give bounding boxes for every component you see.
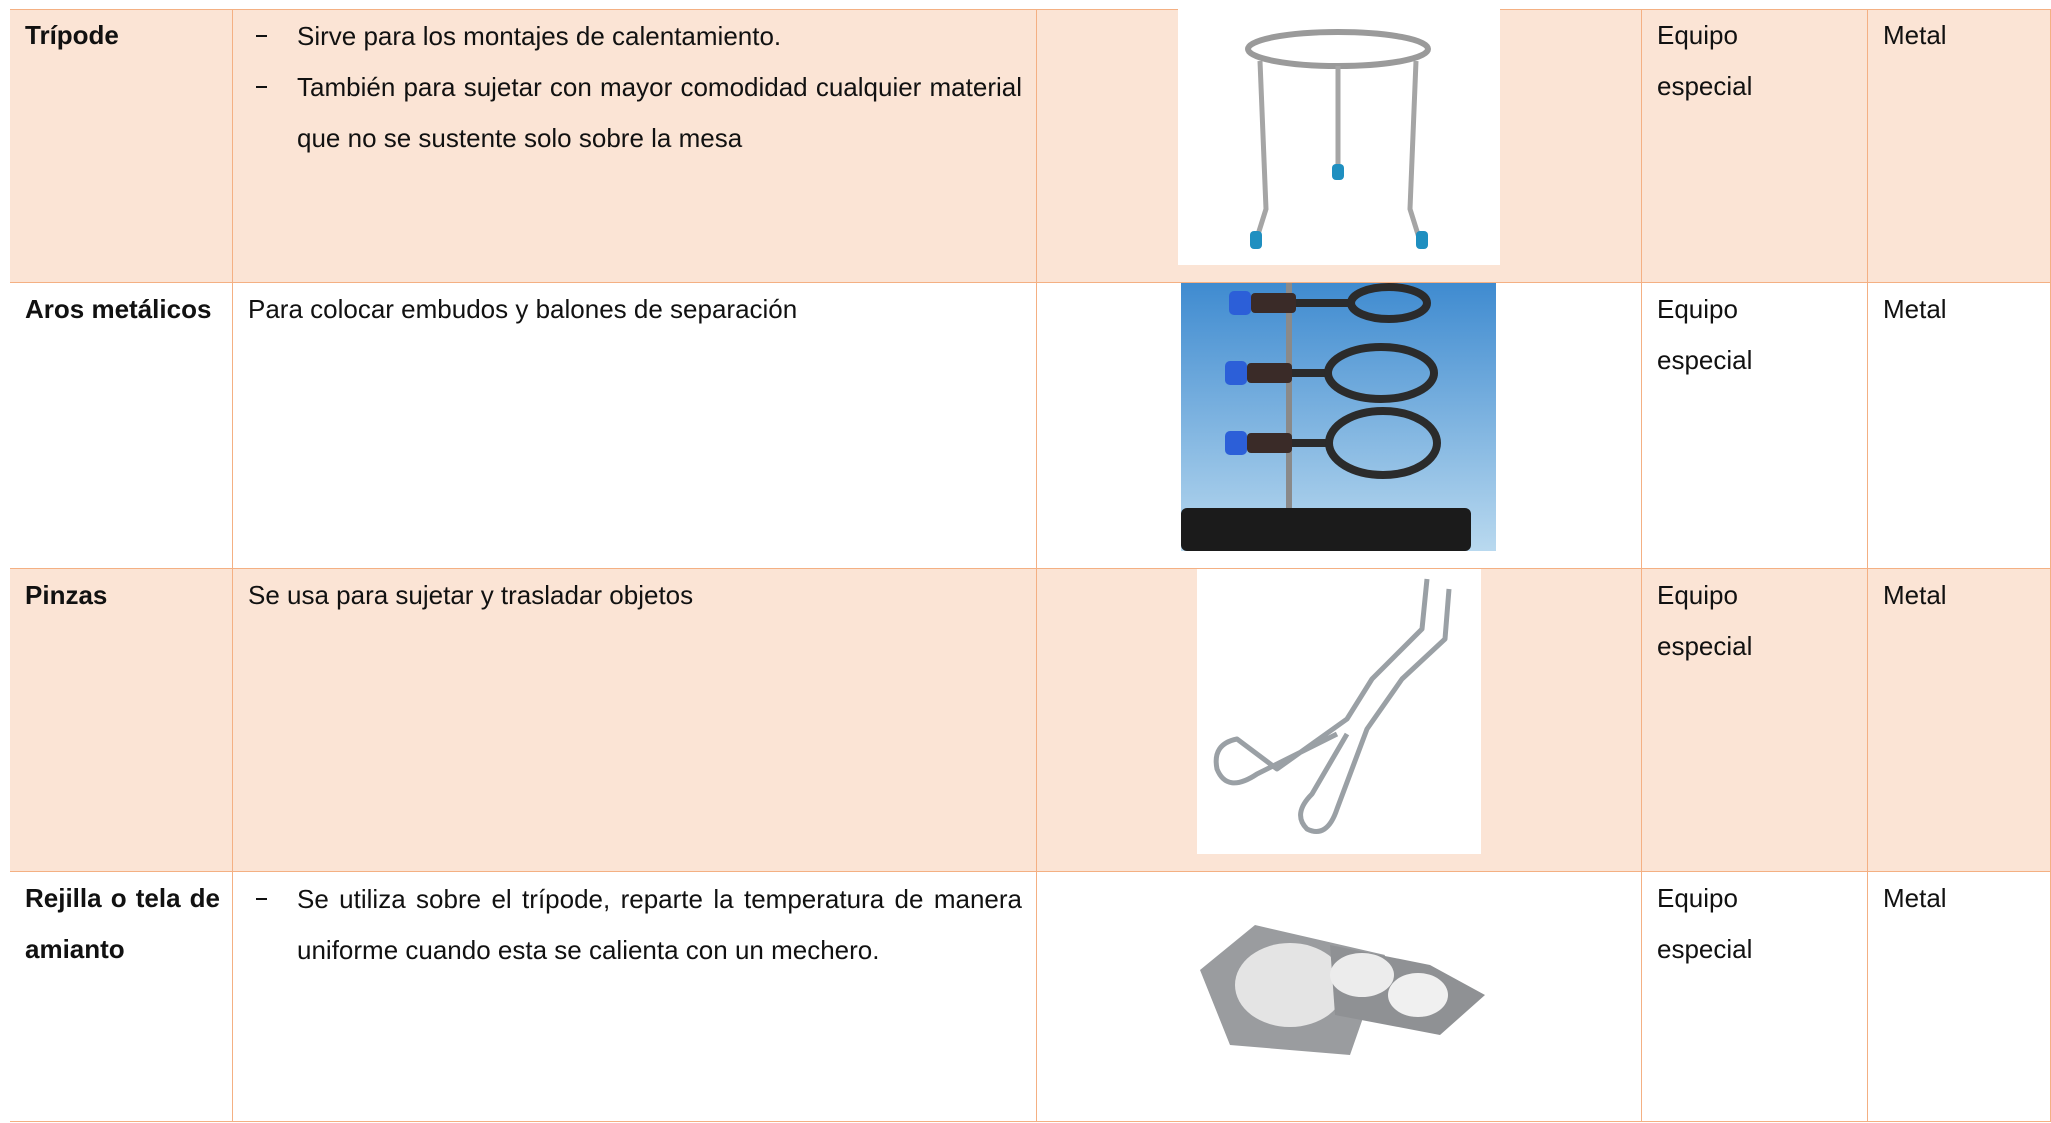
item-type: Equipo especial — [1657, 580, 1753, 661]
table-cell — [1868, 569, 2051, 872]
table-cell — [1642, 9, 1868, 283]
table-cell — [1868, 283, 2051, 569]
gauze-image — [1190, 895, 1485, 1066]
item-description: Para colocar embudos y balones de separa… — [248, 294, 798, 324]
bullet-text: También para sujetar con mayor comodidad… — [297, 72, 1022, 153]
item-material: Metal — [1883, 883, 1947, 913]
item-name: Rejilla o tela de amianto — [25, 883, 220, 964]
item-material: Metal — [1883, 294, 1947, 324]
item-material: Metal — [1883, 20, 1947, 50]
table-cell — [233, 9, 1037, 283]
item-name: Trípode — [25, 20, 119, 50]
tripod-image — [1178, 9, 1500, 265]
table-cell — [233, 283, 1037, 569]
table-cell — [1868, 9, 2051, 283]
table-cell — [10, 9, 233, 283]
table-cell — [1642, 283, 1868, 569]
bullet-text: Se utiliza sobre el trípode, reparte la … — [297, 884, 1022, 965]
table-cell — [10, 569, 233, 872]
rings-image — [1181, 283, 1496, 551]
bullet-dash — [256, 86, 267, 88]
table-cell — [233, 872, 1037, 1122]
bullet-dash — [256, 35, 267, 37]
item-type: Equipo especial — [1657, 20, 1753, 101]
item-name: Aros metálicos — [25, 294, 212, 324]
item-description: Se usa para sujetar y trasladar objetos — [248, 580, 694, 610]
item-name: Pinzas — [25, 580, 108, 610]
table-cell — [233, 569, 1037, 872]
tongs-image — [1197, 569, 1481, 854]
table-cell — [1868, 872, 2051, 1122]
item-material: Metal — [1883, 580, 1947, 610]
bullet-dash — [256, 898, 267, 900]
table-cell — [10, 872, 233, 1122]
item-type: Equipo especial — [1657, 294, 1753, 375]
table-cell — [1642, 569, 1868, 872]
item-type: Equipo especial — [1657, 883, 1753, 964]
table-cell — [1642, 872, 1868, 1122]
bullet-text: Sirve para los montajes de calentamiento… — [297, 21, 782, 51]
table-cell — [10, 283, 233, 569]
